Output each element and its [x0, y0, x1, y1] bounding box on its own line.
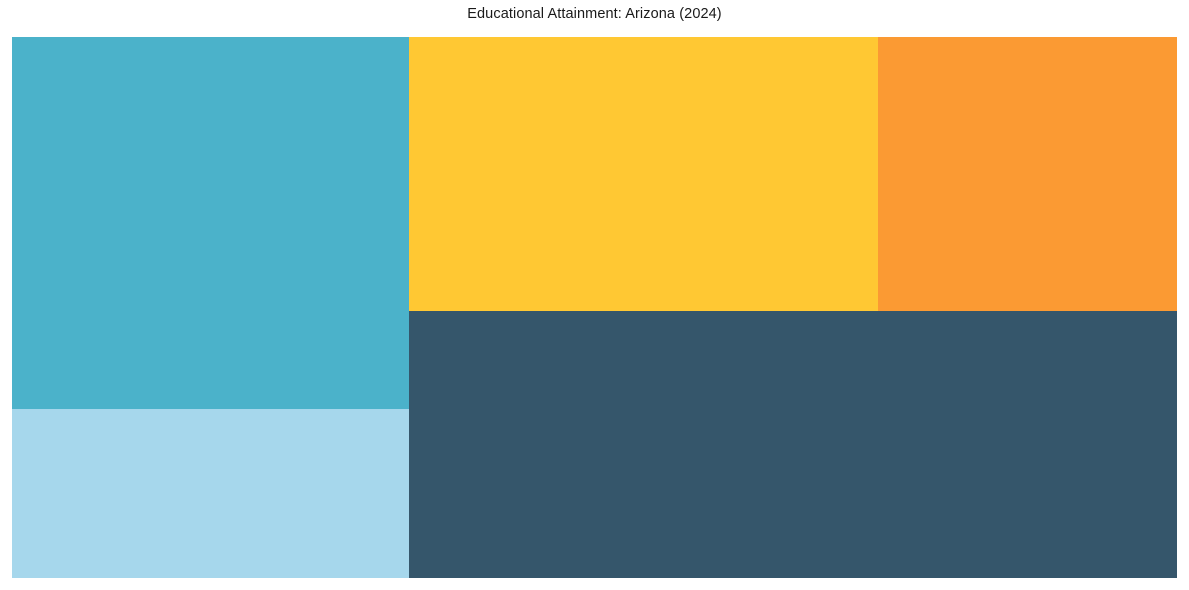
treemap-tile-less-than-high-school[interactable]: Less than high school: [12, 409, 409, 578]
treemap-plot-area: Some college or associate degree Bachelo…: [12, 37, 1177, 578]
treemap-tile-high-school-graduate[interactable]: High school graduate: [409, 311, 1177, 578]
treemap-tile-bachelors-degree[interactable]: Bachelor's degree: [409, 37, 878, 311]
treemap-tile-some-college[interactable]: Some college or associate degree: [12, 37, 409, 409]
page-title: Educational Attainment: Arizona (2024): [467, 6, 722, 22]
treemap-tile-graduate-or-professional-degree[interactable]: Graduate or professional degree: [878, 37, 1177, 311]
